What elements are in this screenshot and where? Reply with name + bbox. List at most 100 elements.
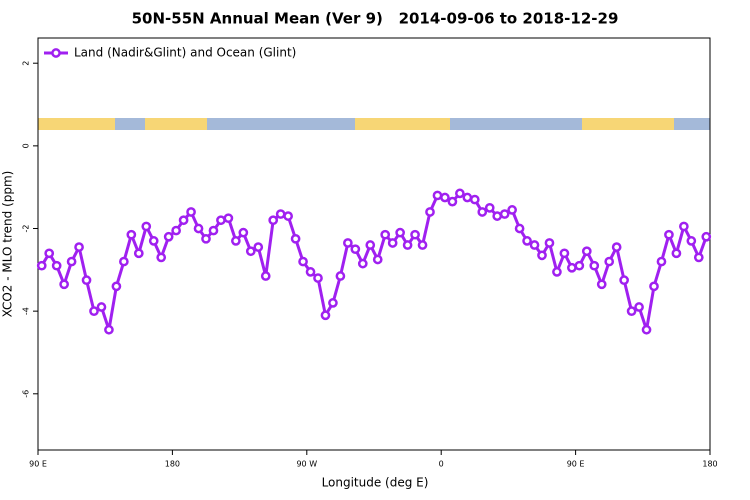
data-point (186, 207, 196, 217)
data-point (201, 233, 211, 244)
data-point (305, 267, 316, 277)
data-point (537, 250, 547, 261)
data-point (178, 215, 189, 226)
data-point (395, 227, 405, 238)
land-ocean-mask (38, 118, 710, 130)
data-point (328, 298, 338, 308)
data-point (649, 281, 659, 292)
data-point (544, 238, 555, 248)
data-point (126, 229, 137, 240)
data-point (36, 260, 47, 271)
data-point (81, 275, 92, 286)
data-point (432, 190, 443, 201)
y-tick-label: 2 (22, 61, 31, 66)
data-point (686, 236, 697, 246)
data-point (298, 256, 308, 267)
data-point (238, 227, 249, 238)
data-point (410, 229, 420, 240)
data-point (343, 238, 353, 248)
data-point (260, 271, 271, 281)
data-point (119, 256, 129, 267)
data-point (469, 194, 480, 205)
data-point (104, 324, 114, 335)
data-point (320, 310, 331, 321)
data-point (507, 205, 517, 215)
data-point (141, 221, 152, 232)
legend-marker (51, 48, 61, 58)
x-tick-label: 180 (165, 460, 180, 469)
data-point (148, 236, 159, 246)
land-band (145, 118, 207, 130)
data-point (574, 260, 585, 271)
x-tick-label: 180 (702, 460, 717, 469)
data-point (567, 262, 577, 273)
data-point (216, 215, 226, 226)
data-point (492, 211, 503, 221)
data-point (365, 240, 376, 250)
data-point (171, 225, 181, 236)
data-point (619, 275, 629, 286)
data-point (417, 240, 428, 250)
data-point (589, 260, 600, 271)
legend-label: Land (Nadir&Glint) and Ocean (Glint) (74, 46, 296, 60)
data-point (89, 306, 99, 317)
land-band (582, 118, 674, 130)
data-point (253, 242, 264, 252)
data-point (440, 192, 450, 203)
data-point (268, 215, 279, 226)
data-point (387, 238, 398, 248)
data-point (163, 231, 174, 242)
data-point (133, 248, 144, 259)
data-point (499, 209, 510, 219)
x-axis-label: Longitude (deg E) (322, 476, 429, 490)
plot-frame (37, 37, 711, 451)
data-point (626, 306, 637, 317)
data-point (44, 248, 55, 259)
data-point (529, 240, 540, 250)
data-point (425, 207, 435, 217)
data-point (462, 192, 473, 203)
land-band (38, 118, 115, 130)
y-tick-label: 0 (22, 143, 31, 148)
x-tick-label: 0 (439, 460, 444, 469)
data-point (664, 229, 674, 240)
data-point (514, 223, 525, 234)
data-point (193, 223, 204, 234)
data-point (208, 225, 219, 236)
data-point (111, 281, 122, 292)
data-point (604, 256, 615, 267)
data-point (522, 236, 532, 246)
data-point (156, 252, 167, 263)
data-point (380, 229, 391, 240)
data-point (447, 196, 458, 207)
x-tick-label: 90 W (296, 460, 317, 469)
data-point (231, 236, 241, 246)
x-tick-label: 90 E (567, 460, 585, 469)
data-point (275, 209, 286, 219)
data-point (693, 252, 704, 263)
x-tick-label: 90 E (29, 460, 47, 469)
data-point (455, 188, 465, 199)
data-point (641, 324, 652, 335)
data-point (634, 302, 644, 312)
data-point (59, 279, 69, 290)
data-point (96, 302, 107, 312)
data-point (350, 244, 361, 255)
data-point (671, 248, 682, 259)
data-point (679, 221, 689, 232)
y-axis-label: XCO2 - MLO trend (ppm) (1, 171, 15, 318)
data-point (656, 256, 667, 267)
data-point (484, 202, 495, 213)
data-point (477, 207, 488, 217)
y-tick-label: -4 (22, 307, 31, 315)
data-point (402, 240, 413, 250)
data-point (51, 260, 62, 271)
data-point (66, 256, 77, 267)
y-tick-label: -6 (22, 390, 31, 398)
land-band (355, 118, 450, 130)
y-tick-label: -2 (22, 225, 31, 233)
data-point (611, 242, 622, 252)
data-point (245, 246, 256, 257)
data-point (335, 271, 346, 281)
data-point (372, 254, 383, 265)
